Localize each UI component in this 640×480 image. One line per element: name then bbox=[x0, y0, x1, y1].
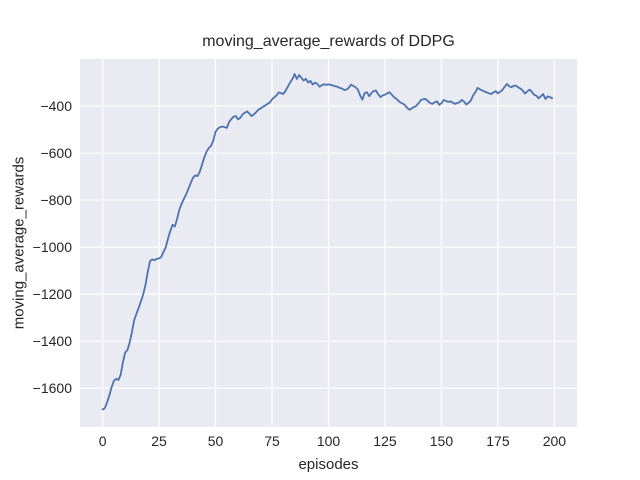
x-tick-label: 125 bbox=[373, 433, 397, 449]
x-tick-label: 50 bbox=[208, 433, 224, 449]
x-tick-label: 150 bbox=[430, 433, 454, 449]
x-tick-label: 75 bbox=[264, 433, 280, 449]
y-tick-label: −1600 bbox=[33, 380, 73, 396]
y-tick-label: −1400 bbox=[33, 333, 73, 349]
reward-line bbox=[101, 73, 553, 411]
x-tick-label: 200 bbox=[543, 433, 567, 449]
y-tick-label: −1200 bbox=[33, 286, 73, 302]
y-tick-label: −1000 bbox=[33, 239, 73, 255]
chart-title: moving_average_rewards of DDPG bbox=[202, 33, 455, 50]
x-tick-label: 100 bbox=[317, 433, 341, 449]
x-axis-label: episodes bbox=[298, 456, 359, 473]
x-tick-label: 0 bbox=[99, 433, 107, 449]
x-tick-label: 25 bbox=[151, 433, 167, 449]
y-tick-label: −400 bbox=[40, 98, 72, 114]
y-tick-label: −600 bbox=[40, 145, 72, 161]
x-tick-label: 175 bbox=[486, 433, 510, 449]
y-axis-label: moving_average_rewards bbox=[10, 156, 28, 330]
y-tick-label: −800 bbox=[40, 192, 72, 208]
